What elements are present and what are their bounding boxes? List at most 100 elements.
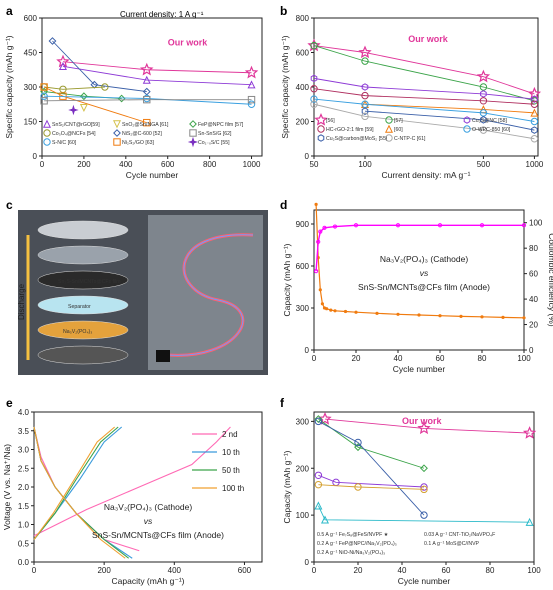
- panel-d-y2tick-label: 40: [529, 295, 538, 304]
- panel-c-layer: [37, 320, 129, 340]
- panel-a-point: [140, 62, 154, 76]
- panel-c-photo: [148, 215, 263, 370]
- panel-f-point: [320, 515, 330, 524]
- panel-a-ytick-label: 450: [24, 49, 38, 58]
- panel-d-ce-point: [314, 268, 319, 274]
- panel-f-series-line: [317, 505, 530, 523]
- panel-b-point: [310, 95, 318, 103]
- panel-b-xlabel: Current density: mA g⁻¹: [381, 170, 470, 180]
- panel-a-legend-entry: S-N/C [60]: [52, 140, 77, 146]
- panel-d-xtick-label: 80: [478, 354, 487, 363]
- panel-f-point: [420, 511, 428, 519]
- panel-a-series-line: [62, 61, 252, 74]
- panel-b-point: [361, 83, 369, 91]
- panel-d-xtick-label: 20: [352, 354, 361, 363]
- panel-a-xtick-label: 400: [119, 160, 133, 169]
- panel-a-series-line: [44, 95, 252, 105]
- panel-b-point: [479, 126, 488, 134]
- panel-d-ce-line: [315, 224, 524, 272]
- panel-f-xtick-label: 0: [312, 566, 317, 575]
- panel-d-ytick-label: 600: [296, 262, 310, 271]
- panel-b-point: [361, 112, 369, 121]
- panel-b-point: [307, 38, 321, 52]
- panel-b-point: [310, 41, 318, 50]
- panel-c-separator-label: Separator: [68, 304, 91, 310]
- panel-d-xtick-label: 0: [312, 354, 317, 363]
- panel-b-series-line: [313, 98, 535, 122]
- panel-d-ce-point: [353, 223, 359, 228]
- panel-b-ylabel: Specific capacity (mAh g⁻¹): [280, 35, 290, 138]
- panel-d-y2label: Coulombic efficiency (%): [547, 233, 553, 327]
- panel-d-capacity-point: [501, 315, 505, 319]
- panel-f-xtick-label: 80: [486, 566, 495, 575]
- panel-a-series-line: [62, 65, 252, 86]
- panel-a-ytick-label: 150: [24, 118, 38, 127]
- panel-d-frame: [313, 209, 525, 351]
- panel-a-point: [79, 92, 88, 101]
- panel-d-capacity-point: [459, 314, 463, 318]
- panel-a-legend-marker: [113, 138, 121, 146]
- panel-b-point: [480, 116, 487, 124]
- panel-f-series-line: [318, 418, 425, 469]
- panel-a-legend-marker: [113, 129, 121, 137]
- panel-b-point: [479, 97, 488, 105]
- panel-a-point: [143, 95, 151, 104]
- panel-f-xtick-label: 20: [354, 566, 363, 575]
- panel-b-legend-entry: [56]: [326, 118, 335, 124]
- panel-f-xtick-label: 100: [527, 566, 541, 575]
- panel-a-point: [101, 83, 109, 91]
- panel-b-point: [530, 135, 539, 143]
- panel-c-discharge-label: Discharge: [17, 283, 26, 320]
- panel-b-ytick-label: 200: [296, 118, 310, 127]
- panel-b-xtick-label: 1000: [526, 160, 544, 169]
- panel-f-point: [525, 517, 534, 526]
- panel-a-point: [40, 97, 48, 105]
- panel-d-ytick-label: 0: [305, 346, 310, 355]
- panel-b-legend-entry: [57]: [394, 118, 403, 124]
- panel-e-ytick-label: 2.0: [18, 483, 30, 492]
- panel-b-legend-marker: [463, 116, 471, 124]
- panel-f-ylabel: Capacity (mAh g⁻¹): [282, 450, 292, 523]
- panel-b-point: [361, 91, 369, 100]
- panel-c-led-strip-core: [167, 234, 254, 356]
- panel-f-point: [420, 483, 428, 491]
- panel-e-text-vs: vs: [144, 516, 153, 526]
- panel-a-legend-entry: SnS₂/CNT@rGO[59]: [52, 122, 100, 128]
- panel-b-legend-entry: O-WPC-850 [60]: [472, 127, 511, 133]
- panel-d-ce-point: [332, 224, 338, 229]
- panel-a-legend-marker: [189, 129, 197, 137]
- panel-b-ytick-label: 0: [305, 152, 310, 161]
- panel-a-xtick-label: 0: [40, 160, 45, 169]
- panel-b-ytick-label: 400: [296, 83, 310, 92]
- panel-e-xtick-label: 200: [97, 566, 111, 575]
- panel-d-ce-point: [395, 223, 401, 228]
- panel-c-layer: [37, 220, 129, 240]
- panel-f-xtick-label: 60: [442, 566, 451, 575]
- panel-b-legend-entry: HC-rGO-2:1 film [59]: [326, 127, 374, 133]
- panel-b-point: [530, 117, 539, 126]
- panel-f-point: [420, 485, 428, 494]
- panel-c-layer: [37, 345, 129, 365]
- panel-b-legend-marker: [384, 124, 394, 133]
- panel-c-cathode-label: Na₃V₂(PO₄)₃: [63, 329, 92, 335]
- panel-d-ytick-label: 900: [296, 220, 310, 229]
- panel-b-series-line: [313, 88, 535, 105]
- panel-b-legend-marker: [463, 125, 471, 133]
- panel-d-capacity-point: [318, 288, 322, 292]
- panel-a-xtick-label: 1000: [243, 160, 261, 169]
- panel-a-point: [56, 54, 70, 68]
- panel-d-capacity-point: [325, 307, 329, 311]
- panel-d-ce-point: [316, 239, 321, 244]
- panel-e-legend-entry: 10 th: [222, 448, 240, 457]
- panel-b-point: [476, 69, 491, 83]
- panel-e-ytick-label: 3.5: [18, 427, 30, 436]
- panel-b-xtick-label: 50: [310, 160, 319, 169]
- panel-d-ce-point: [521, 223, 527, 228]
- panel-b-series-line: [364, 103, 535, 114]
- panel-a-xtick-label: 600: [161, 160, 175, 169]
- panel-a-legend-marker: [112, 120, 122, 129]
- panel-b-legend-marker: [317, 134, 325, 142]
- panel-d-ce-point: [318, 229, 323, 234]
- panel-a-xtick-label: 800: [203, 160, 217, 169]
